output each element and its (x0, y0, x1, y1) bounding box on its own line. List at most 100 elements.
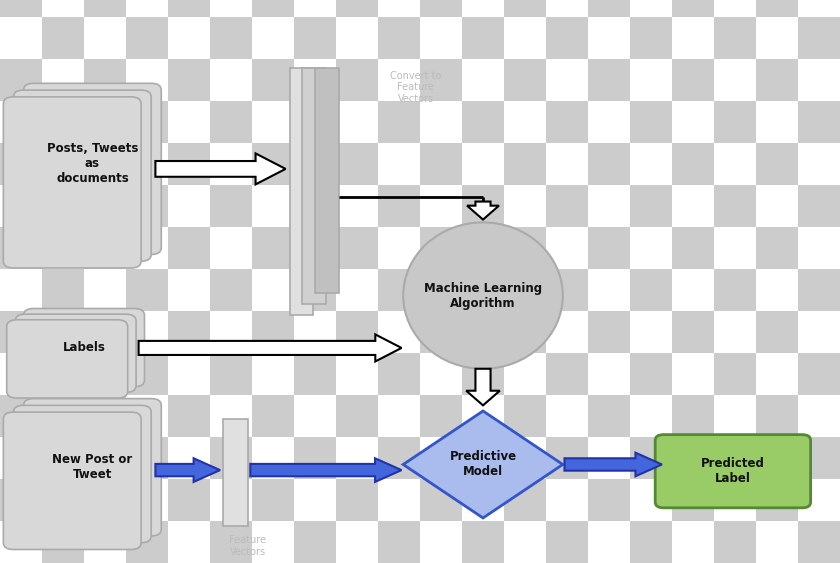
Bar (378, 101, 420, 143)
Bar (504, 227, 546, 269)
Bar (756, 521, 798, 563)
Polygon shape (155, 458, 220, 482)
Bar (630, 227, 672, 269)
Bar (210, 185, 252, 227)
Bar (252, 101, 294, 143)
Text: New Post or
Tweet: New Post or Tweet (52, 453, 133, 481)
Bar (462, 269, 504, 311)
Polygon shape (466, 369, 500, 405)
Bar (630, 521, 672, 563)
Bar (420, 185, 462, 227)
Bar (756, 143, 798, 185)
Bar (315, 68, 339, 293)
Bar (252, 59, 294, 101)
Bar (798, 101, 840, 143)
Bar (546, 395, 588, 437)
Bar (378, 521, 420, 563)
Bar (336, 479, 378, 521)
Bar (126, 395, 168, 437)
Bar (588, 17, 630, 59)
Bar (42, 143, 84, 185)
Bar (714, 269, 756, 311)
Bar (420, 227, 462, 269)
Bar (378, 143, 420, 185)
Bar (0, 227, 42, 269)
Bar (504, 185, 546, 227)
Bar (126, 101, 168, 143)
Bar (462, 17, 504, 59)
Bar (84, 479, 126, 521)
Bar (42, 353, 84, 395)
Bar (714, 437, 756, 479)
Bar (126, 59, 168, 101)
Bar (714, 17, 756, 59)
Bar (168, 353, 210, 395)
Bar (336, 353, 378, 395)
Text: Labels: Labels (62, 341, 106, 354)
Bar (630, 185, 672, 227)
Bar (0, 353, 42, 395)
Bar (462, 227, 504, 269)
Bar (504, 395, 546, 437)
Bar (84, 185, 126, 227)
Bar (336, 185, 378, 227)
Bar (84, 101, 126, 143)
Bar (0, 101, 42, 143)
Bar (714, 0, 756, 17)
Bar (462, 395, 504, 437)
Bar (294, 101, 336, 143)
Bar (462, 59, 504, 101)
Bar (588, 59, 630, 101)
Text: Predictive
Model: Predictive Model (449, 450, 517, 479)
Bar (630, 59, 672, 101)
Bar (84, 17, 126, 59)
Bar (252, 395, 294, 437)
Bar (504, 311, 546, 353)
Bar (336, 59, 378, 101)
Bar (168, 521, 210, 563)
Bar (84, 0, 126, 17)
Bar (210, 0, 252, 17)
Bar (630, 479, 672, 521)
Bar (378, 227, 420, 269)
Bar (168, 395, 210, 437)
Bar (546, 185, 588, 227)
Bar (714, 101, 756, 143)
Bar (0, 17, 42, 59)
Bar (672, 227, 714, 269)
Bar (84, 311, 126, 353)
Bar (504, 17, 546, 59)
Bar (84, 269, 126, 311)
Bar (42, 59, 84, 101)
Bar (462, 521, 504, 563)
Bar (546, 479, 588, 521)
Bar (504, 437, 546, 479)
Bar (588, 437, 630, 479)
Bar (168, 0, 210, 17)
Bar (546, 17, 588, 59)
Bar (462, 437, 504, 479)
Bar (168, 143, 210, 185)
Bar (672, 143, 714, 185)
Bar (630, 143, 672, 185)
Bar (672, 311, 714, 353)
Bar (378, 269, 420, 311)
Bar (302, 68, 326, 304)
Bar (168, 17, 210, 59)
Bar (252, 17, 294, 59)
Bar (630, 17, 672, 59)
Ellipse shape (403, 222, 563, 369)
Bar (714, 353, 756, 395)
Bar (420, 269, 462, 311)
Bar (294, 521, 336, 563)
Bar (252, 311, 294, 353)
Bar (378, 479, 420, 521)
Bar (546, 0, 588, 17)
Text: Predicted
Label: Predicted Label (701, 457, 765, 485)
Polygon shape (403, 411, 563, 518)
FancyBboxPatch shape (13, 405, 151, 543)
Bar (336, 101, 378, 143)
Bar (588, 101, 630, 143)
Polygon shape (564, 453, 662, 476)
Bar (504, 269, 546, 311)
